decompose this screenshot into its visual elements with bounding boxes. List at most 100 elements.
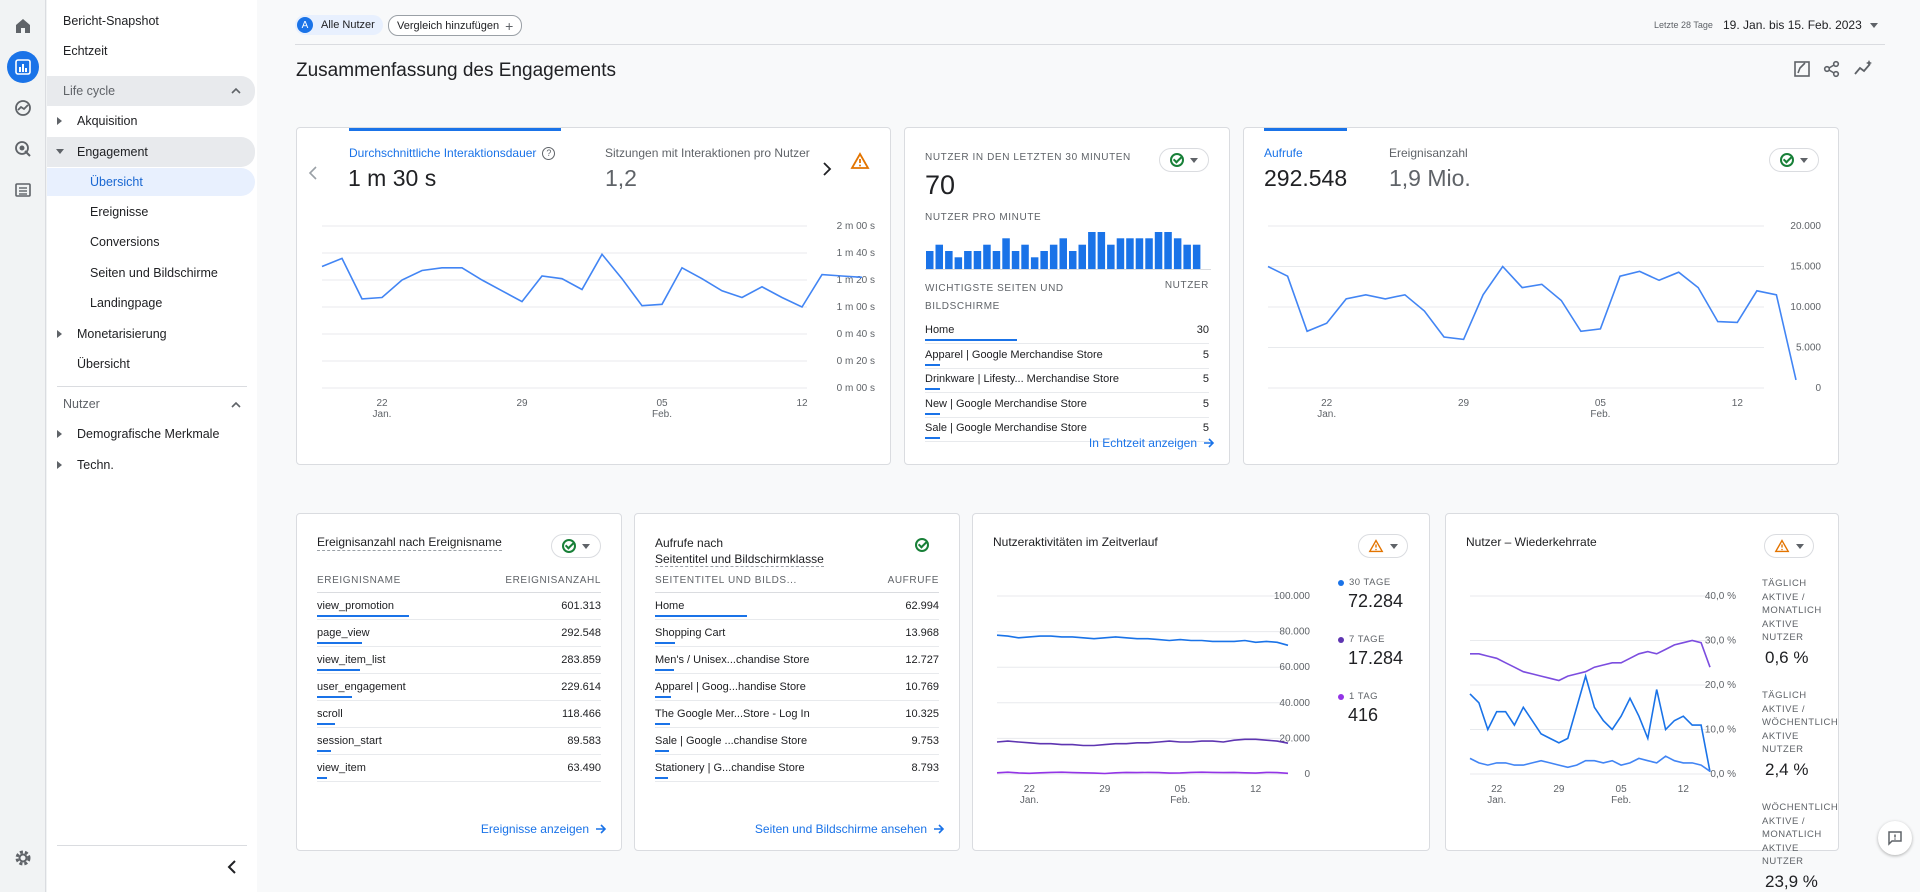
- chevron-left-icon[interactable]: [308, 166, 318, 180]
- table-row[interactable]: Men's / Unisex...chandise Store 12.727: [655, 647, 939, 674]
- legend-item[interactable]: TÄGLICH AKTIVE / MONATLICH AKTIVE NUTZER 0,6 …: [1762, 577, 1822, 665]
- table-row[interactable]: Apparel | Google Merchandise Store 5: [925, 342, 1209, 369]
- view-events-link[interactable]: Ereignisse anzeigen: [481, 822, 607, 836]
- nav-group-users[interactable]: Nutzer: [47, 390, 255, 418]
- customize-report-icon[interactable]: [1793, 60, 1811, 78]
- list-icon[interactable]: [7, 174, 39, 206]
- table-row[interactable]: Drinkware | Lifesty... Merchandise Store…: [925, 366, 1209, 393]
- reports-icon[interactable]: [7, 51, 39, 83]
- table-row[interactable]: The Google Mer...Store - Log In 10.325: [655, 701, 939, 728]
- y-tick-label: 1 m 40 s: [837, 248, 875, 259]
- row-value: 283.859: [561, 654, 601, 666]
- chevron-up-icon: [231, 87, 241, 94]
- nav-group-lifecycle[interactable]: Life cycle: [47, 76, 255, 106]
- metric-label: Ereignisanzahl: [1389, 146, 1468, 160]
- data-quality-pill[interactable]: [1769, 148, 1819, 172]
- x-month-label: Feb.: [652, 409, 672, 420]
- legend-item[interactable]: 7 TAGE 17.284: [1338, 634, 1403, 669]
- metric-tab-engagement-time[interactable]: Durchschnittliche Interaktionsdauer ?: [349, 146, 556, 160]
- nav-lifecycle-overview[interactable]: Übersicht: [47, 350, 255, 378]
- series-line: [1267, 265, 1797, 381]
- minute-bar: [1154, 232, 1163, 270]
- segment-chip[interactable]: A Alle Nutzer: [295, 15, 383, 35]
- legend-label-line: AKTIVE: [1762, 730, 1799, 742]
- view-realtime-link[interactable]: In Echtzeit anzeigen: [1089, 436, 1215, 450]
- nav-events[interactable]: Ereignisse: [47, 198, 255, 226]
- nav-pages-screens[interactable]: Seiten und Bildschirme: [47, 259, 255, 287]
- date-range-picker[interactable]: 19. Jan. bis 15. Feb. 2023: [1723, 18, 1878, 32]
- legend-label-line: WÖCHENTLICH: [1762, 717, 1839, 728]
- row-bar: [317, 669, 360, 671]
- minute-bar: [1021, 244, 1029, 270]
- nav-engagement[interactable]: Engagement: [47, 137, 255, 167]
- table-row[interactable]: scroll 118.466: [317, 701, 601, 728]
- minute-bar: [1097, 232, 1106, 270]
- row-value: 5: [1202, 422, 1209, 434]
- table-row[interactable]: Stationery | G...chandise Store 8.793: [655, 755, 939, 782]
- table-row[interactable]: New | Google Merchandise Store 5: [925, 391, 1209, 418]
- table-row[interactable]: Apparel | Goog...handise Store 10.769: [655, 674, 939, 701]
- caret-down-icon: [56, 149, 64, 154]
- table-row[interactable]: user_engagement 229.614: [317, 674, 601, 701]
- table-row[interactable]: Shopping Cart 13.968: [655, 620, 939, 647]
- table-row[interactable]: view_item 63.490: [317, 755, 601, 782]
- nav-divider: [57, 845, 247, 846]
- row-bar: [317, 642, 362, 644]
- view-pages-link[interactable]: Seiten und Bildschirme ansehen: [755, 822, 945, 836]
- table-row[interactable]: Home 30: [925, 317, 1209, 344]
- warning-icon[interactable]: [850, 152, 870, 170]
- table-row[interactable]: Sale | Google Merchandise Store 5: [925, 415, 1209, 442]
- legend-item[interactable]: WÖCHENTLICH AKTIVE / MONATLICH AKTIVE NUTZER…: [1762, 801, 1838, 889]
- minute-bar: [945, 251, 953, 270]
- data-quality-pill[interactable]: [551, 534, 601, 558]
- nav-monetization[interactable]: Monetarisierung: [47, 320, 255, 348]
- nav-report-snapshot[interactable]: Bericht-Snapshot: [47, 7, 255, 35]
- metric-tab-views[interactable]: Aufrufe: [1264, 146, 1303, 160]
- metric-tab-event-count[interactable]: Ereignisanzahl: [1389, 146, 1468, 160]
- data-quality-indicator[interactable]: [915, 538, 929, 552]
- collapse-nav-icon[interactable]: [227, 860, 237, 874]
- legend-value: 2,4 %: [1765, 759, 1809, 779]
- nav-demographics[interactable]: Demografische Merkmale: [47, 420, 255, 448]
- table-row[interactable]: session_start 89.583: [317, 728, 601, 755]
- realtime-value: 70: [925, 170, 956, 200]
- views-column-header: AUFRUFE: [887, 575, 939, 586]
- metric-tab-sessions-per-user[interactable]: Sitzungen mit Interaktionen pro Nutzer: [605, 146, 811, 160]
- insights-icon[interactable]: [1853, 60, 1873, 78]
- nav-landing-page[interactable]: Landingpage: [47, 289, 255, 317]
- gear-icon[interactable]: [7, 842, 39, 874]
- add-comparison-button[interactable]: Vergleich hinzufügen +: [388, 15, 523, 36]
- nav-tech[interactable]: Techn.: [47, 451, 255, 479]
- user-activity-chart: 100.000 80.000 60.000 40.000 20.000 0 22 29 05 12…: [996, 591, 1310, 806]
- card-title: Nutzer – Wiederkehrrate: [1466, 535, 1597, 549]
- legend-item[interactable]: 30 TAGE 72.284: [1338, 577, 1403, 612]
- legend-label-line: TÄGLICH: [1762, 690, 1807, 701]
- engagement-time-card: Durchschnittliche Interaktionsdauer ? 1 …: [296, 127, 891, 465]
- table-row[interactable]: view_item_list 283.859: [317, 647, 601, 674]
- y-tick-label: 15.000: [1790, 262, 1821, 273]
- nav-realtime[interactable]: Echtzeit: [47, 37, 255, 65]
- chevron-right-icon[interactable]: [822, 162, 832, 176]
- nav-acquisition[interactable]: Akquisition: [47, 107, 255, 135]
- legend-item[interactable]: 1 TAG 416: [1338, 691, 1378, 726]
- data-quality-pill[interactable]: [1764, 534, 1814, 558]
- legend-item[interactable]: TÄGLICH AKTIVE / WÖCHENTLICH AKTIVE NUTZER 2,…: [1762, 689, 1839, 779]
- table-row[interactable]: Home 62.994: [655, 593, 939, 620]
- home-icon[interactable]: [7, 10, 39, 42]
- row-name: Drinkware | Lifesty... Merchandise Store: [925, 373, 1120, 385]
- data-quality-pill[interactable]: [1159, 148, 1209, 172]
- share-icon[interactable]: [1823, 60, 1841, 78]
- data-quality-pill[interactable]: [1358, 534, 1408, 558]
- help-icon[interactable]: ?: [542, 146, 556, 160]
- table-row[interactable]: view_promotion 601.313: [317, 593, 601, 620]
- nav-conversions[interactable]: Conversions: [47, 228, 255, 256]
- caret-right-icon: [57, 430, 62, 438]
- table-row[interactable]: page_view 292.548: [317, 620, 601, 647]
- row-bar: [655, 615, 747, 617]
- table-row[interactable]: Sale | Google ...chandise Store 9.753: [655, 728, 939, 755]
- advertising-icon[interactable]: [7, 133, 39, 165]
- feedback-button[interactable]: [1878, 821, 1912, 855]
- row-name: Sale | Google Merchandise Store: [925, 422, 1087, 434]
- explore-icon[interactable]: [7, 92, 39, 124]
- nav-engagement-overview[interactable]: Übersicht: [47, 168, 255, 196]
